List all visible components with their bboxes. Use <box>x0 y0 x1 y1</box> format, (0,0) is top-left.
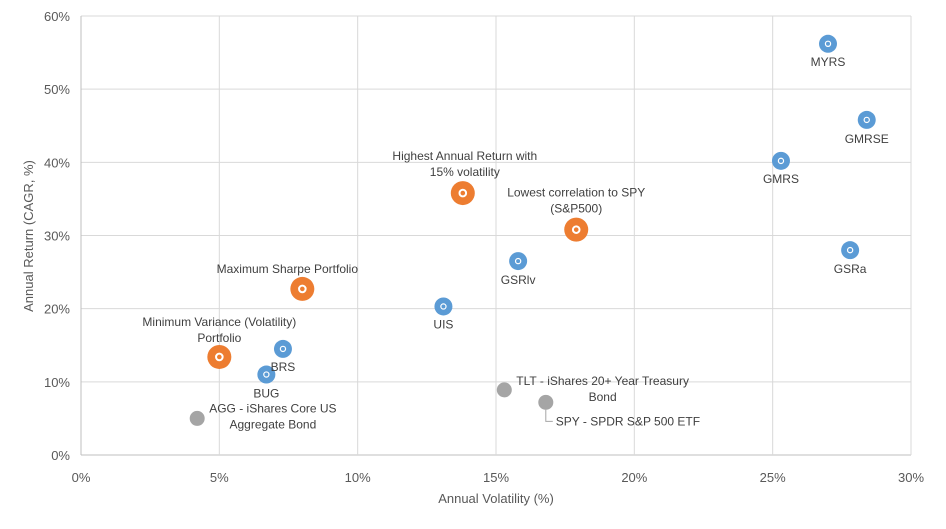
data-points <box>189 34 876 426</box>
point-label-line: Bond <box>589 390 617 404</box>
point-label-line: 15% volatility <box>430 165 500 179</box>
y-tick-label: 50% <box>44 82 70 97</box>
y-tick-label: 20% <box>44 302 70 317</box>
y-tick-label: 60% <box>44 9 70 24</box>
strategy-point-label: BRS <box>271 360 296 374</box>
portfolio-point-label: Minimum Variance (Volatility) Portfolio <box>142 315 296 345</box>
point-center-ring <box>279 345 287 353</box>
benchmark-point-label: SPY - SPDR S&P 500 ETF <box>556 414 700 428</box>
point-label-line: MYRS <box>811 55 846 69</box>
x-tick-label: 15% <box>483 470 509 485</box>
y-tick-label: 30% <box>44 229 70 244</box>
point-center-ring <box>458 188 468 198</box>
point-label-line: Aggregate Bond <box>230 417 317 431</box>
benchmark-point <box>496 382 512 398</box>
portfolio-point <box>207 344 232 369</box>
y-tick-label: 0% <box>51 448 70 463</box>
strategy-point <box>841 241 860 260</box>
x-tick-label: 25% <box>760 470 786 485</box>
portfolio-point-label: Lowest correlation to SPY (S&P500) <box>507 186 645 216</box>
point-label-line: TLT - iShares 20+ Year Treasury <box>516 374 689 388</box>
point-label-line: Highest Annual Return with <box>392 149 537 163</box>
x-tick-label: 0% <box>72 470 91 485</box>
point-label-line: SPY - SPDR S&P 500 ETF <box>556 414 700 428</box>
tick-labels: 0% 10% 20% 30% 40% 50% 60% 0% 5% 10% 15% 20% 25% 30% <box>44 9 924 485</box>
gridlines <box>80 15 912 456</box>
benchmark-point <box>538 394 554 410</box>
point-label-line: Minimum Variance (Volatility) <box>142 315 296 329</box>
y-tick-label: 40% <box>44 155 70 170</box>
strategy-point-label: GMRS <box>763 172 799 186</box>
strategy-point-label: GSRlv <box>501 273 536 287</box>
point-label-line: (S&P500) <box>550 202 602 216</box>
point-label-line: Lowest correlation to SPY <box>507 186 645 200</box>
x-tick-label: 30% <box>898 470 924 485</box>
point-center-ring <box>777 157 785 165</box>
strategy-point-label: GMRSE <box>845 132 889 146</box>
point-label-line: BRS <box>271 360 296 374</box>
point-label-line: AGG - iShares Core US <box>209 401 336 415</box>
x-tick-label: 10% <box>345 470 371 485</box>
point-label-line: BUG <box>253 387 279 401</box>
point-center-ring <box>440 303 447 310</box>
label-leader-line <box>545 409 553 422</box>
y-axis-title: Annual Return (CAGR, %) <box>21 160 36 312</box>
point-center-ring <box>824 40 832 48</box>
x-tick-label: 20% <box>621 470 647 485</box>
strategy-point <box>509 252 528 271</box>
strategy-point <box>819 34 837 53</box>
strategy-point-label: GSRa <box>834 262 867 276</box>
point-center-ring <box>571 225 581 234</box>
portfolio-point <box>290 276 315 301</box>
point-center-ring <box>514 257 522 265</box>
x-axis-title: Annual Volatility (%) <box>438 491 554 506</box>
benchmark-point-label: AGG - iShares Core US Aggregate Bond <box>209 401 336 431</box>
point-label-line: GMRSE <box>845 132 889 146</box>
strategy-point <box>257 365 276 384</box>
strategy-point <box>771 151 790 170</box>
point-center-ring <box>846 246 854 254</box>
point-label-line: GSRlv <box>501 273 536 287</box>
point-label-line: Portfolio <box>197 331 241 345</box>
point-labels: MYRS GMRSE GMRS GSRa GSRlv UIS BRS BUG Highest A… <box>142 55 888 432</box>
strategy-point-label: MYRS <box>811 55 846 69</box>
point-center-ring <box>863 116 870 124</box>
portfolio-point <box>450 181 475 206</box>
y-tick-label: 10% <box>44 375 70 390</box>
benchmark-point <box>189 410 205 426</box>
portfolio-point-label: Highest Annual Return with 15% volatility <box>392 149 537 179</box>
strategy-point <box>857 110 876 129</box>
strategy-point-label: UIS <box>433 317 453 331</box>
portfolio-point <box>564 217 589 242</box>
strategy-point <box>273 339 292 358</box>
point-label-line: GMRS <box>763 172 799 186</box>
leader-lines <box>545 409 553 422</box>
x-tick-label: 5% <box>210 470 229 485</box>
portfolio-point-label: Maximum Sharpe Portfolio <box>217 262 359 276</box>
point-center-ring <box>263 371 270 378</box>
benchmark-point-label: TLT - iShares 20+ Year Treasury Bond <box>516 374 689 404</box>
point-label-line: Maximum Sharpe Portfolio <box>217 262 359 276</box>
point-label-line: GSRa <box>834 262 867 276</box>
point-center-ring <box>215 352 224 362</box>
point-label-line: UIS <box>433 317 453 331</box>
strategy-point-label: BUG <box>253 387 279 401</box>
point-center-ring <box>298 284 307 294</box>
strategy-point <box>434 297 453 316</box>
